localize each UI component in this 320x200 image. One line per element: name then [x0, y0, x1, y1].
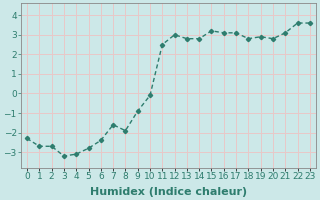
X-axis label: Humidex (Indice chaleur): Humidex (Indice chaleur) [90, 187, 247, 197]
